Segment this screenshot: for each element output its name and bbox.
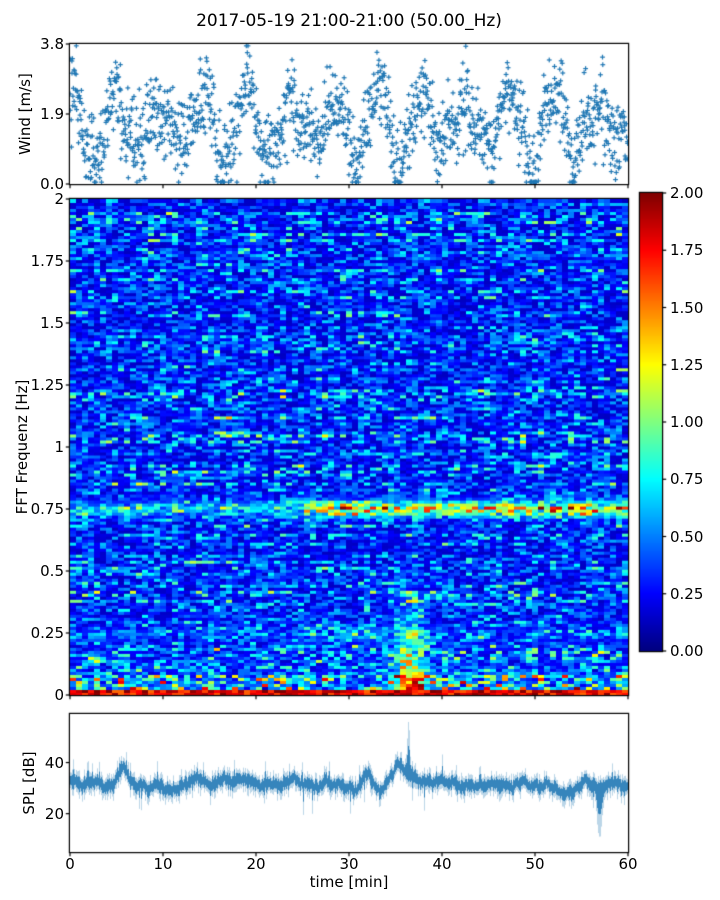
- tick-label: 1.75: [30, 252, 64, 270]
- tick-label: 3.8: [40, 35, 64, 53]
- tick-label: 20: [44, 804, 64, 823]
- tick-label: 1.50: [670, 298, 704, 317]
- tick-label: 20: [246, 855, 266, 873]
- tick-label: 60: [618, 855, 638, 873]
- tick-label: 1.5: [40, 314, 64, 332]
- tick-label: 2: [54, 190, 64, 208]
- x-axis-label: time [min]: [309, 873, 389, 891]
- tick-label: 1: [54, 438, 64, 456]
- tick-label: 0: [65, 855, 75, 873]
- tick-label: 50: [525, 855, 545, 873]
- tick-label: 0.5: [40, 562, 64, 580]
- tick-label: 1.25: [30, 376, 64, 394]
- tick-label: 30: [339, 855, 359, 873]
- tick-label: 1.9: [40, 105, 64, 123]
- tick-label: 0.75: [30, 500, 64, 518]
- tick-label: 40: [432, 855, 452, 873]
- tick-label: 1.25: [670, 355, 704, 374]
- tick-label: 0.00: [670, 642, 704, 660]
- tick-label: 40: [44, 753, 64, 772]
- tick-label: 10: [153, 855, 173, 873]
- figure-title: 2017-05-19 21:00-21:00 (50.00_Hz): [196, 11, 502, 31]
- tick-label: 0.75: [670, 470, 704, 489]
- tick-label: 1.75: [670, 241, 704, 260]
- tick-label: 0: [54, 686, 64, 704]
- tick-label: 0.25: [30, 624, 64, 642]
- tick-label: 2.00: [670, 184, 704, 202]
- tick-label: 0.25: [670, 584, 704, 603]
- tick-label: 1.00: [670, 413, 704, 431]
- tick-label: 0.0: [40, 175, 64, 193]
- tick-label: 0.50: [670, 527, 704, 546]
